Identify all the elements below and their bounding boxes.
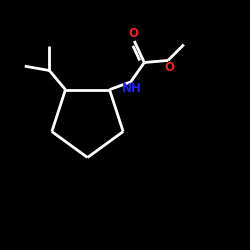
Text: O: O	[164, 61, 174, 74]
Text: O: O	[128, 28, 138, 40]
Text: NH: NH	[122, 82, 142, 96]
